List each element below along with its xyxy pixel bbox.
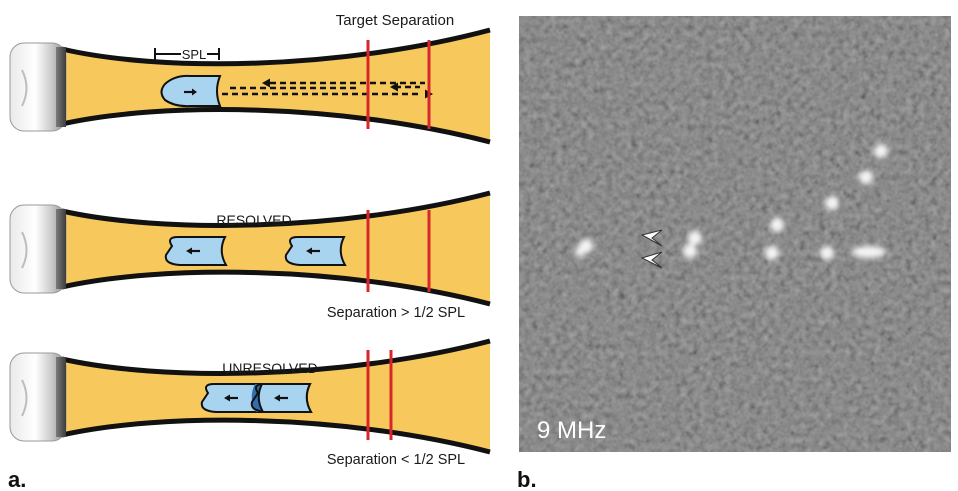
arrow-left-icon bbox=[262, 78, 270, 88]
transducer-icon bbox=[9, 352, 67, 442]
reflector bbox=[770, 218, 784, 232]
reflector bbox=[825, 196, 839, 210]
ultrasound-image: 9 MHz bbox=[519, 16, 951, 452]
panel-letter-b: b. bbox=[517, 467, 537, 491]
band-upper-edge bbox=[61, 190, 491, 228]
arrowhead-marker-icon bbox=[640, 229, 663, 269]
frequency-label: 9 MHz bbox=[537, 417, 606, 444]
reflector bbox=[859, 170, 873, 184]
reflector-dots bbox=[575, 144, 888, 260]
reflector bbox=[688, 231, 702, 245]
transducer-icon bbox=[9, 42, 67, 132]
transducer-icon bbox=[9, 204, 67, 294]
tissue-band bbox=[62, 30, 490, 142]
diagram-middle: RESOLVED Separation > 1/2 SPL bbox=[9, 190, 491, 321]
diagram-bottom: UNRESOLVED Separation < 1/2 SPL bbox=[9, 338, 491, 468]
unresolved-heading: UNRESOLVED bbox=[222, 360, 317, 376]
arrow-left-icon bbox=[274, 394, 288, 402]
arrow-left-icon bbox=[186, 247, 200, 255]
diagram-top: SPL Target Separation bbox=[9, 12, 491, 145]
arrow-left-icon bbox=[390, 82, 398, 92]
unresolved-caption: Separation < 1/2 SPL bbox=[327, 452, 465, 468]
band-upper-edge bbox=[61, 338, 491, 376]
target-separation-heading: Target Separation bbox=[336, 12, 454, 29]
arrow-left-icon bbox=[306, 247, 320, 255]
pulse-overlap bbox=[251, 384, 263, 412]
panel-letter-a: a. bbox=[8, 467, 26, 491]
reflector bbox=[852, 246, 886, 258]
tissue-band bbox=[62, 193, 490, 304]
reflector bbox=[683, 244, 697, 258]
resolved-caption: Separation > 1/2 SPL bbox=[327, 305, 465, 321]
spl-bracket bbox=[154, 48, 220, 60]
arrow-right-icon bbox=[184, 88, 197, 96]
reflector bbox=[820, 246, 834, 260]
reflector bbox=[765, 246, 779, 260]
echo-path-arrows bbox=[222, 81, 425, 96]
arrow-left-icon bbox=[224, 394, 238, 402]
resolved-heading: RESOLVED bbox=[216, 212, 291, 228]
reflector bbox=[874, 144, 888, 158]
reflector bbox=[575, 247, 585, 257]
spl-label: SPL bbox=[182, 47, 207, 62]
band-lower-edge bbox=[61, 417, 491, 455]
